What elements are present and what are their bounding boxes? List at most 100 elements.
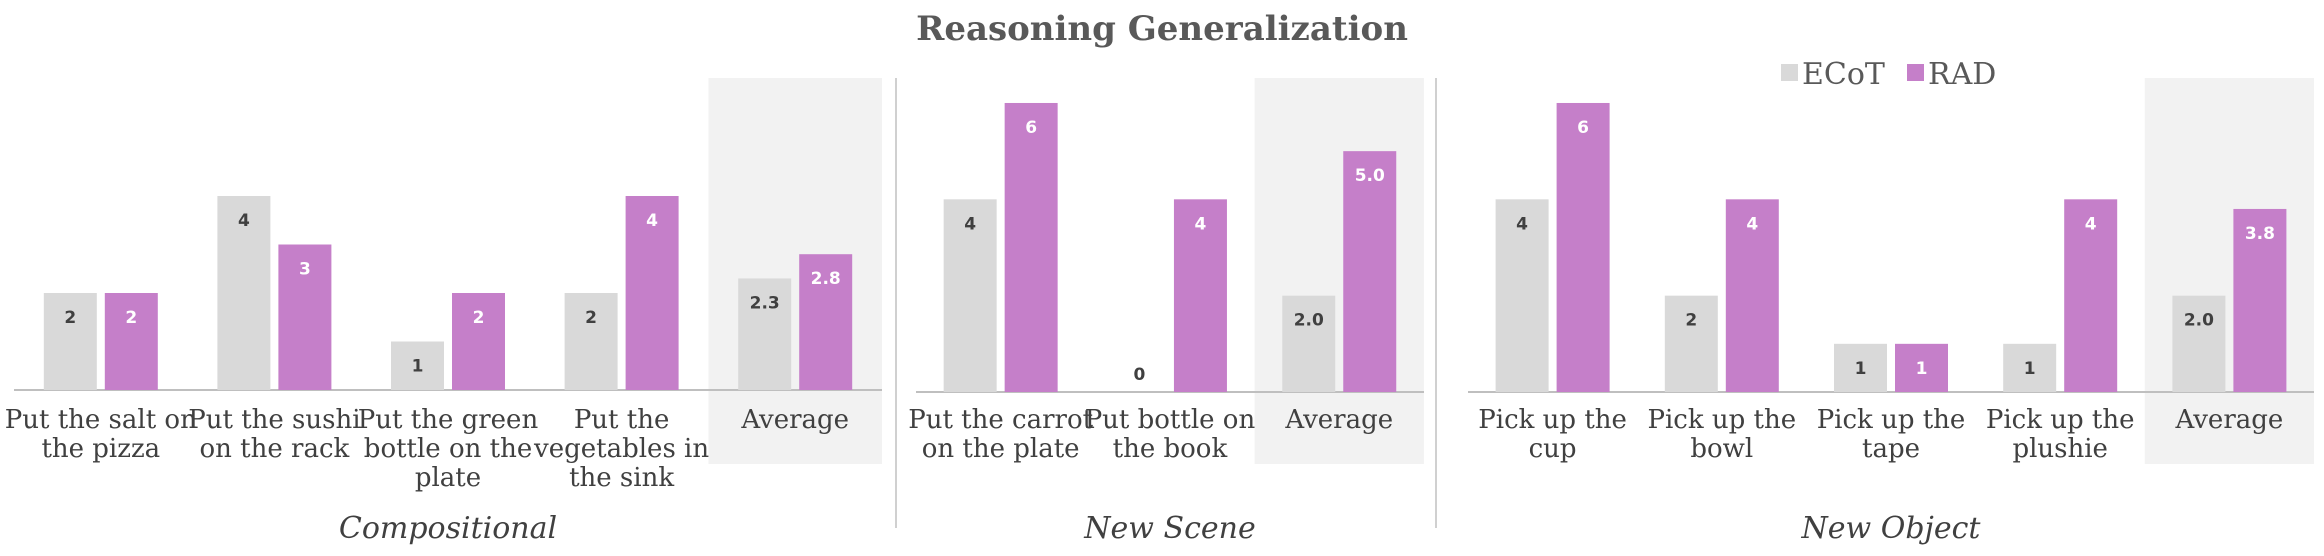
category-label-line: Average: [740, 405, 849, 435]
bar-rad: [625, 196, 679, 390]
data-label-rad: 4: [2085, 214, 2097, 234]
category-label-line: Average: [2175, 405, 2284, 435]
panel-label: New Object: [1801, 511, 1982, 546]
bar-rad: [1173, 199, 1227, 392]
category-label-line: cup: [1529, 434, 1577, 464]
category-label: Pick up the plushie: [1986, 405, 2135, 464]
data-label-ecot: 2: [1685, 311, 1697, 331]
legend-label-ecot: ECoT: [1802, 57, 1885, 92]
category-label: Pick up the bowl: [1647, 405, 1796, 464]
bar-ecot: [1664, 295, 1718, 392]
data-label-rad: 2: [125, 308, 137, 328]
category-label: Pick up the cup: [1478, 405, 1627, 464]
category-label: Average: [1284, 405, 1393, 435]
category-label-line: bottle on the: [364, 434, 532, 464]
panel-compositional: 2 2 Put the salt on the pizza 4 3 Put the sush…: [5, 78, 882, 546]
data-label-rad: 3.8: [2245, 224, 2275, 244]
data-label-ecot: 4: [238, 211, 250, 231]
data-label-ecot: 2.0: [2184, 311, 2214, 331]
bar-ecot: [217, 196, 271, 390]
bar-rad: [452, 293, 505, 390]
bar-rad: [2233, 208, 2287, 392]
category-label-line: Put the sushi: [188, 405, 360, 435]
category-label: Put the sushi on the rack: [188, 405, 360, 464]
panel-label: Compositional: [339, 511, 557, 546]
category-label-line: the book: [1113, 434, 1228, 464]
category-label-line: on the plate: [922, 434, 1080, 464]
data-label-ecot: 4: [964, 214, 976, 234]
bar-rad: [2064, 199, 2118, 392]
category-label-line: the sink: [569, 463, 674, 493]
category-label-line: on the rack: [200, 434, 350, 464]
category-label-line: Put the green: [358, 405, 539, 435]
bar-ecot: [738, 278, 792, 390]
category-label-line: Put the: [574, 405, 670, 435]
category-label-line: Pick up the: [1647, 405, 1796, 435]
panel-label: New Scene: [1083, 511, 1255, 546]
bar-ecot: [2172, 295, 2226, 392]
category-label: Average: [740, 405, 849, 435]
chart-panels: 2 2 Put the salt on the pizza 4 3 Put the sush…: [5, 78, 2314, 546]
bar-rad: [1004, 102, 1058, 392]
bar-ecot: [1834, 343, 1887, 392]
category-label: Pick up the tape: [1817, 405, 1966, 464]
category-label: Put the carrot on the plate: [908, 405, 1093, 464]
category-label-line: plate: [415, 463, 481, 493]
data-label-ecot: 4: [1516, 214, 1528, 234]
data-label-rad: 2: [473, 308, 485, 328]
data-label-ecot: 1: [2024, 359, 2036, 379]
bar-ecot: [43, 293, 97, 390]
data-label-rad: 6: [1577, 118, 1589, 138]
bar-rad: [1895, 343, 1948, 392]
data-label-ecot: 2: [64, 308, 76, 328]
data-label-ecot: 2.0: [1294, 311, 1324, 331]
category-label: Put the vegetables in the sink: [533, 405, 709, 493]
bar-rad: [1725, 199, 1779, 392]
chart-title: Reasoning Generalization: [916, 9, 1408, 49]
data-label-ecot: 2: [585, 308, 597, 328]
category-label-line: Pick up the: [1986, 405, 2135, 435]
category-label-line: Put bottle on: [1085, 405, 1256, 435]
data-label-rad: 4: [646, 211, 658, 231]
category-label-line: Put the salt on: [5, 405, 197, 435]
category-label: Put the green bottle on the plate: [358, 405, 539, 493]
legend-label-rad: RAD: [1928, 57, 1996, 92]
bar-ecot: [2003, 343, 2057, 392]
category-label-line: Put the carrot: [908, 405, 1093, 435]
panel-new-scene: 4 6 Put the carrot on the plate 0 4 Put bottle…: [908, 78, 1424, 546]
bar-ecot: [1282, 295, 1336, 392]
bar-ecot: [1495, 199, 1549, 392]
bar-ecot: [943, 199, 997, 392]
legend: ECoT RAD: [1781, 57, 1996, 92]
data-label-rad: 6: [1025, 118, 1037, 138]
category-label-line: tape: [1862, 434, 1920, 464]
data-label-rad: 4: [1746, 214, 1758, 234]
average-background: [708, 78, 882, 464]
data-label-rad: 4: [1195, 214, 1207, 234]
data-label-rad: 1: [1916, 359, 1928, 379]
bar-rad: [1556, 102, 1610, 392]
bar-rad: [278, 244, 332, 390]
data-label-ecot: 1: [1855, 359, 1867, 379]
category-label-line: vegetables in: [533, 434, 709, 464]
bar-ecot: [564, 293, 618, 390]
data-label-rad: 3: [299, 260, 311, 280]
category-label-line: the pizza: [41, 434, 160, 464]
category-label-line: Pick up the: [1817, 405, 1966, 435]
bar-rad: [104, 293, 158, 390]
legend-swatch-ecot: [1781, 64, 1798, 81]
data-label-rad: 2.8: [811, 269, 841, 289]
category-label-line: bowl: [1690, 434, 1753, 464]
data-label-rad: 5.0: [1355, 166, 1385, 186]
legend-swatch-rad: [1907, 64, 1924, 81]
category-label-line: plushie: [2012, 434, 2108, 464]
category-label-line: Pick up the: [1478, 405, 1627, 435]
bar-ecot: [391, 341, 444, 390]
data-label-ecot: 1: [412, 357, 424, 377]
category-label: Put the salt on the pizza: [5, 405, 197, 464]
bar-rad: [799, 254, 853, 390]
category-label-line: Average: [1284, 405, 1393, 435]
category-label: Average: [2175, 405, 2284, 435]
